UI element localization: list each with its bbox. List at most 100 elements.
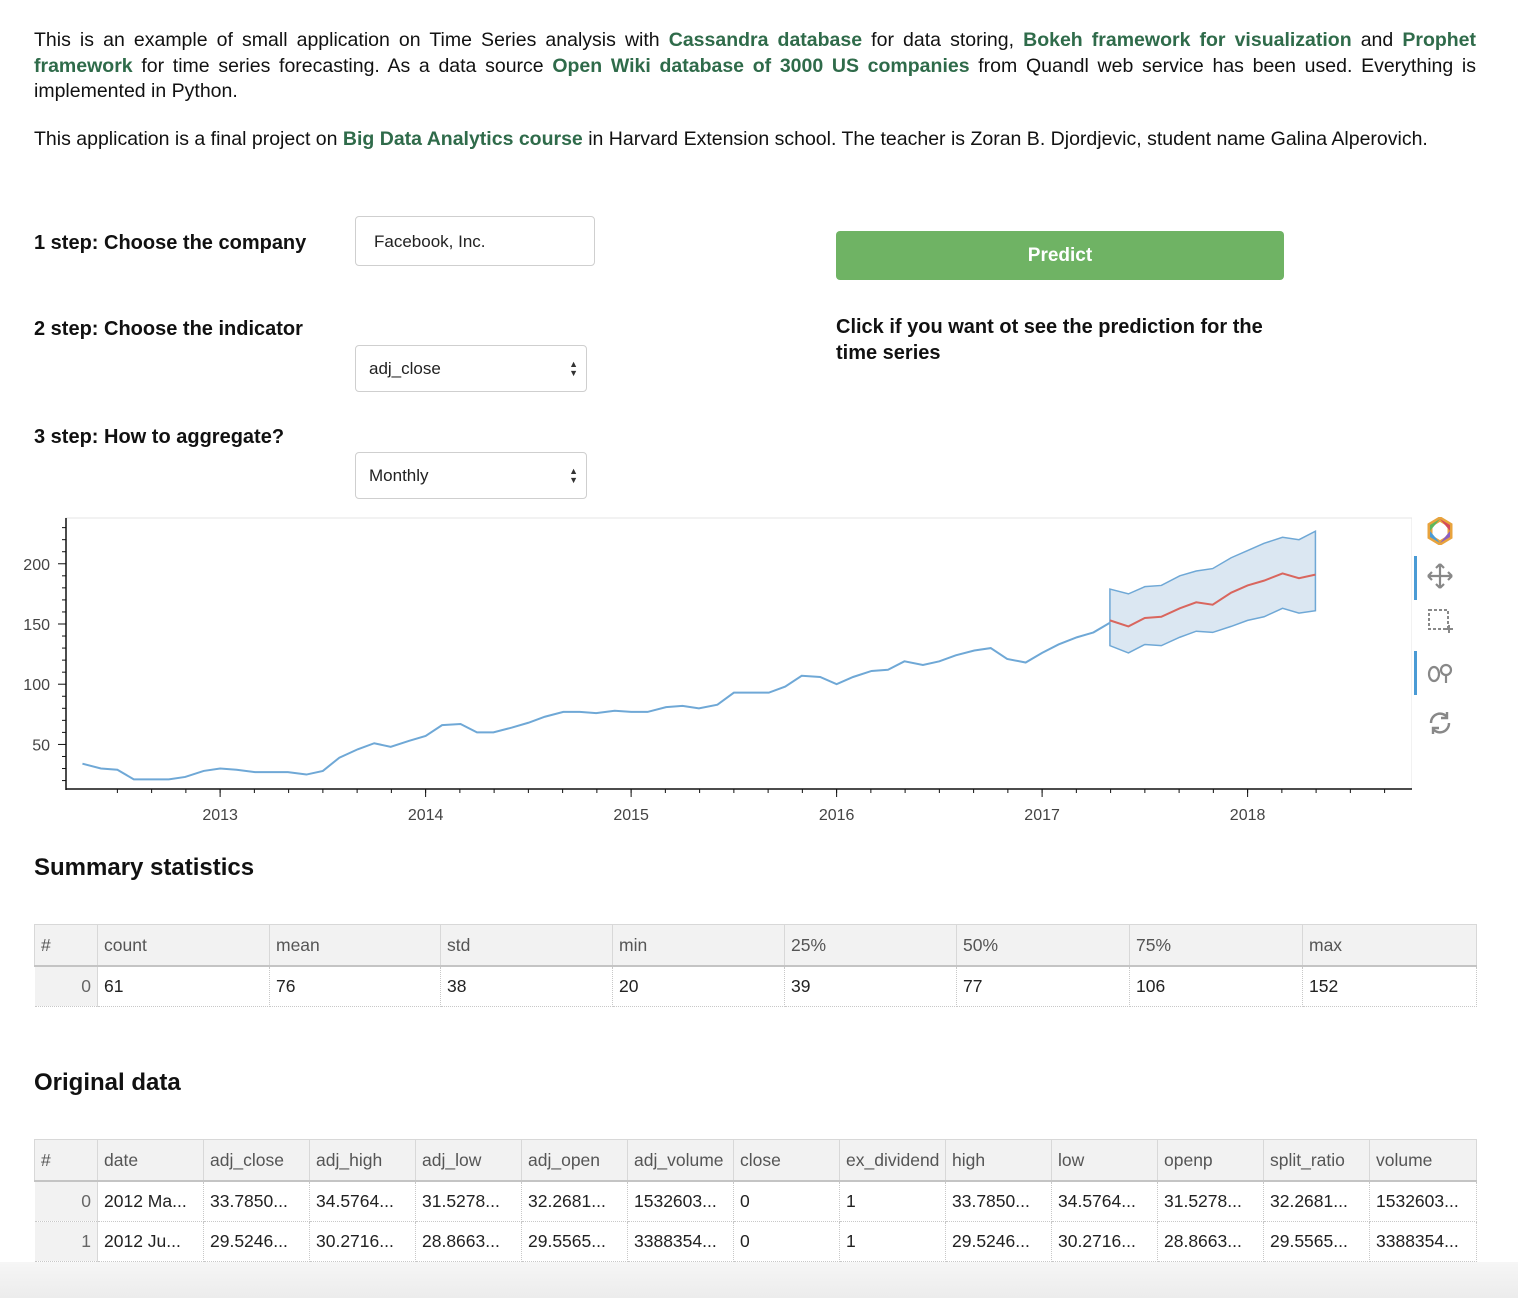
table-cell[interactable]: 29.5246... [945,1221,1052,1262]
table-cell[interactable]: 30.2716... [309,1221,416,1262]
column-header[interactable]: volume [1369,1139,1477,1182]
intro-paragraph-1: This is an example of small application … [34,28,1476,105]
predict-button[interactable]: Predict [836,231,1284,280]
table-cell[interactable]: 0 [733,1181,840,1222]
column-header[interactable]: high [945,1139,1052,1182]
table-cell[interactable]: 2012 Ju... [97,1221,204,1262]
intro-link[interactable]: Big Data Analytics course [342,128,583,150]
table-cell[interactable]: 31.5278... [415,1181,522,1222]
column-header[interactable]: adj_close [203,1139,310,1182]
table-cell[interactable]: 20 [612,966,785,1007]
table-cell[interactable]: 32.2681... [521,1181,628,1222]
bokeh-logo-icon[interactable] [1426,516,1454,546]
table-cell[interactable]: 77 [956,966,1130,1007]
table-cell[interactable]: 39 [784,966,957,1007]
table-cell[interactable]: 61 [97,966,270,1007]
table-cell[interactable]: 76 [269,966,441,1007]
table-row[interactable]: 0 61 76 38 20 39 77 106 152 [34,966,1477,1007]
column-header[interactable]: 75% [1129,924,1303,967]
original-data-table[interactable]: # date adj_close adj_high adj_low adj_open adj… [34,1139,1477,1262]
step3-label: 3 step: How to aggregate? [34,426,285,448]
y-tick-label: 150 [23,617,50,634]
column-header[interactable]: 25% [784,924,957,967]
intro-text: This is an example of small application … [34,29,669,51]
table-cell[interactable]: 38 [440,966,613,1007]
intro-link[interactable]: Cassandra database [668,29,863,51]
column-header[interactable]: # [34,1139,98,1182]
reset-icon[interactable] [1426,709,1454,737]
column-header[interactable]: mean [269,924,441,967]
table-cell[interactable]: 152 [1302,966,1477,1007]
step1-label: 1 step: Choose the company [34,232,307,254]
table-cell[interactable]: 29.5565... [521,1221,628,1262]
table-cell[interactable]: 1532603... [627,1181,734,1222]
row-index: 1 [34,1221,98,1262]
company-input[interactable]: Facebook, Inc. [355,216,595,266]
table-cell[interactable]: 28.8663... [1157,1221,1264,1262]
chart-toolbar [1412,515,1462,745]
column-header[interactable]: adj_low [415,1139,522,1182]
table-cell[interactable]: 106 [1129,966,1303,1007]
intro-text: in Harvard Extension school. The teacher… [582,128,1428,150]
select-arrows-icon: ▲ ▼ [569,466,578,485]
table-cell[interactable]: 0 [733,1221,840,1262]
table-row[interactable]: 0 2012 Ma... 33.7850... 34.5764... 31.5278..… [34,1181,1477,1222]
forecast-line [1109,572,1316,628]
pan-active-indicator [1414,556,1417,600]
table-cell[interactable]: 1532603... [1369,1181,1477,1222]
intro-link[interactable]: Bokeh framework for visualization [1023,29,1352,51]
original-data-title: Original data [34,1069,181,1096]
table-cell[interactable]: 1 [839,1221,946,1262]
x-tick-label: 2013 [202,807,238,824]
plot-frame [65,517,1412,790]
intro-link[interactable]: Prophet framework [34,29,1477,77]
indicator-select[interactable]: adj_close ▲ ▼ [355,345,587,392]
aggregate-select[interactable]: Monthly ▲ ▼ [355,452,587,499]
column-header[interactable]: date [97,1139,204,1182]
intro-link[interactable]: Open Wiki database of 3000 US companies [552,54,970,77]
wheel-zoom-active-indicator [1414,651,1417,695]
table-cell[interactable]: 28.8663... [415,1221,522,1262]
column-header[interactable]: adj_volume [627,1139,734,1182]
table-cell[interactable]: 33.7850... [203,1181,310,1222]
box-zoom-icon[interactable] [1426,607,1454,635]
x-tick-label: 2016 [819,807,855,824]
summary-table[interactable]: # count mean std min 25% 50% 75% max 0 61 76 38 20 39… [34,924,1477,1007]
column-header[interactable]: # [34,924,98,967]
wheel-zoom-icon[interactable] [1426,659,1454,687]
table-cell[interactable]: 29.5565... [1263,1221,1370,1262]
column-header[interactable]: max [1302,924,1477,967]
column-header[interactable]: close [733,1139,840,1182]
time-series-chart[interactable]: 50 100 150 200 2013 2014 2015 2016 2017 2018 [0,510,1412,830]
table-row[interactable]: 1 2012 Ju... 29.5246... 30.2716... 28.8663..… [34,1221,1477,1262]
table-cell[interactable]: 29.5246... [203,1221,310,1262]
step2-label: 2 step: Choose the indicator [34,318,303,340]
column-header[interactable]: adj_high [309,1139,416,1182]
y-tick-label: 200 [23,557,50,574]
column-header[interactable]: ex_dividend [839,1139,946,1182]
table-cell[interactable]: 31.5278... [1157,1181,1264,1222]
column-header[interactable]: openp [1157,1139,1264,1182]
indicator-select-value: adj_close [369,359,441,378]
column-header[interactable]: count [97,924,270,967]
table-cell[interactable]: 3388354... [1369,1221,1477,1262]
column-header[interactable]: min [612,924,785,967]
table-cell[interactable]: 32.2681... [1263,1181,1370,1222]
intro-paragraph-2: This application is a final project on B… [34,127,1476,153]
table-cell[interactable]: 34.5764... [309,1181,416,1222]
table-cell[interactable]: 34.5764... [1051,1181,1158,1222]
table-cell[interactable]: 30.2716... [1051,1221,1158,1262]
y-tick-label: 100 [23,677,50,694]
table-cell[interactable]: 2012 Ma... [97,1181,204,1222]
column-header[interactable]: low [1051,1139,1158,1182]
intro-text: from Quandl web service has been used. E… [34,54,1476,103]
table-cell[interactable]: 3388354... [627,1221,734,1262]
column-header[interactable]: split_ratio [1263,1139,1370,1182]
column-header[interactable]: adj_open [521,1139,628,1182]
table-cell[interactable]: 33.7850... [945,1181,1052,1222]
column-header[interactable]: std [440,924,613,967]
column-header[interactable]: 50% [956,924,1130,967]
aggregate-select-value: Monthly [369,466,429,485]
pan-icon[interactable] [1426,562,1454,590]
table-cell[interactable]: 1 [839,1181,946,1222]
